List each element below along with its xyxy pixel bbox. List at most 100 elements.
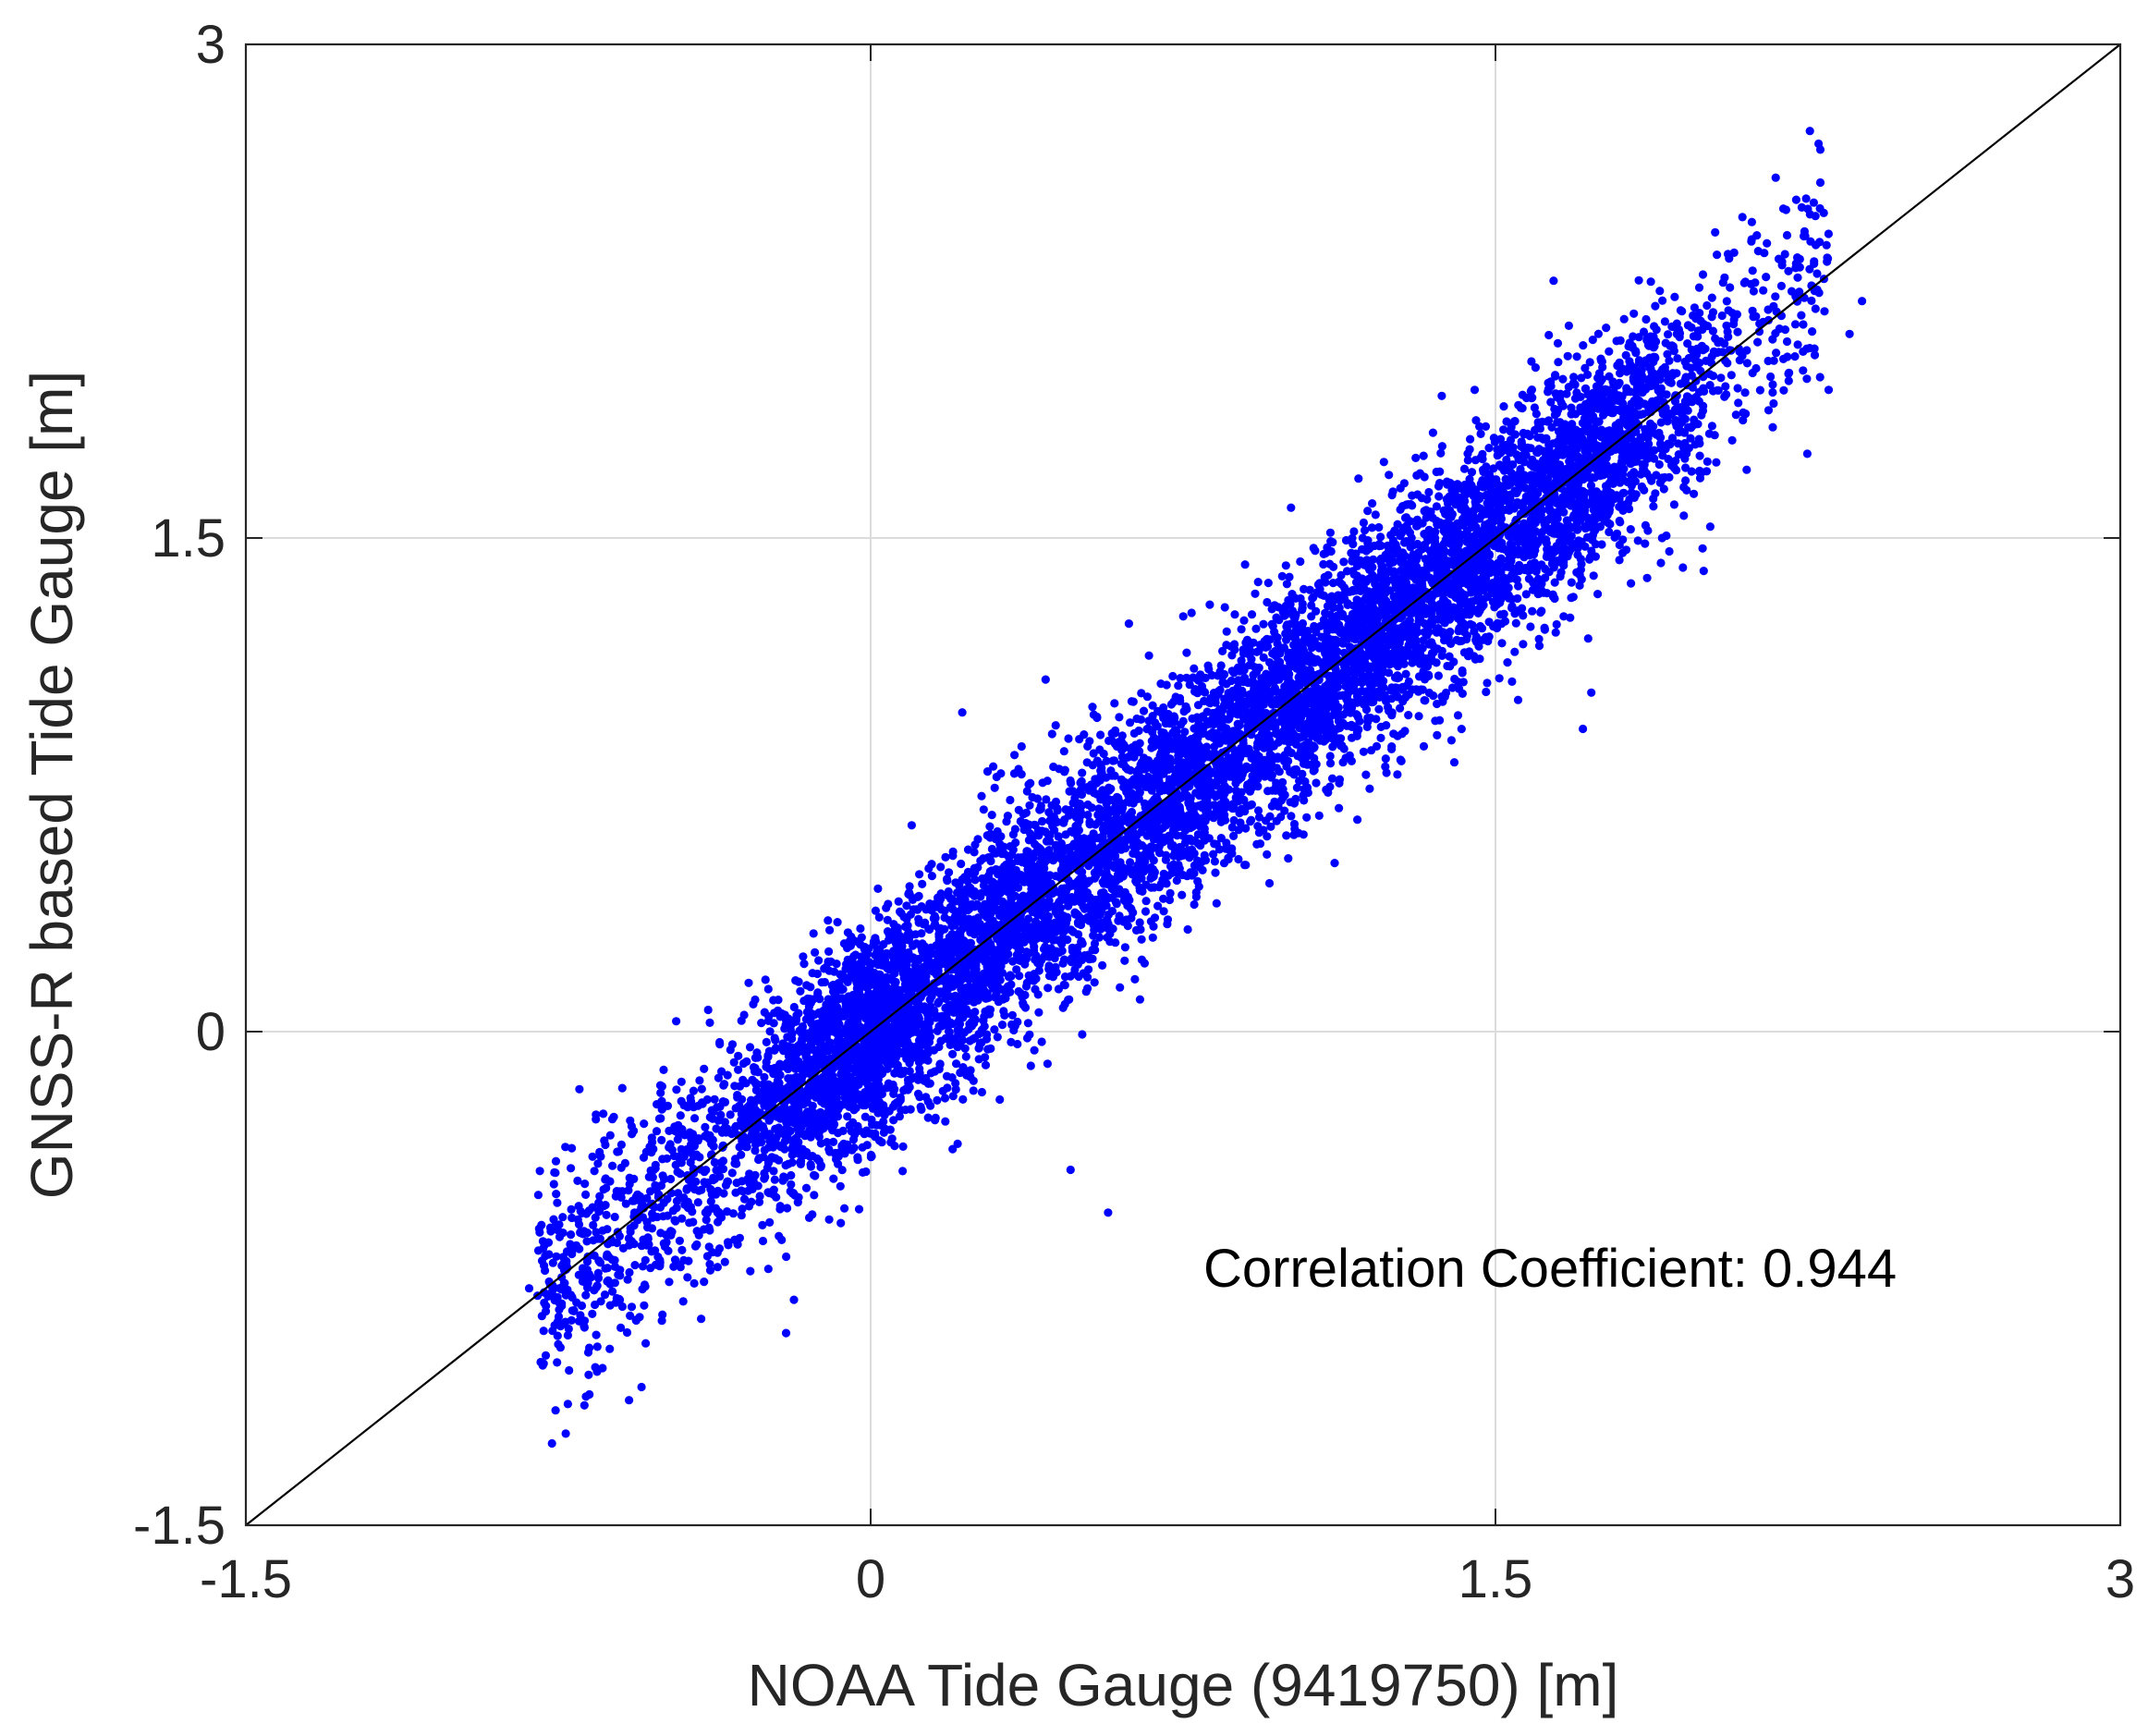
data-point [629,1126,639,1135]
data-point [1437,391,1446,400]
data-point [567,1204,576,1214]
data-point [1372,715,1381,724]
data-point [737,1211,746,1220]
data-point [1471,654,1480,664]
data-point [843,1112,852,1121]
data-point [610,1212,619,1222]
data-point [1010,751,1019,760]
data-point [1174,681,1183,691]
data-point [1296,556,1305,567]
data-point [981,1053,990,1062]
data-point [627,1302,637,1312]
data-point [889,1116,898,1125]
data-point [1252,742,1262,752]
data-point [1820,307,1829,316]
data-point [592,1342,602,1351]
data-point [697,1084,706,1094]
data-point [1799,366,1808,375]
data-point [1436,448,1446,458]
data-point [1694,283,1704,292]
data-point [982,767,993,776]
data-point [1446,736,1456,745]
data-point [1415,469,1424,478]
data-point [1361,526,1370,535]
data-point [1815,203,1825,214]
data-point [588,1309,597,1318]
data-point [1119,870,1129,879]
data-point [640,1119,649,1129]
data-point [1790,352,1800,361]
data-point [715,1040,725,1049]
data-point [953,1139,962,1148]
data-point [847,1127,856,1136]
data-point [981,1060,991,1070]
data-point [1495,460,1505,470]
data-point [1764,406,1774,415]
data-point [1117,759,1126,769]
data-point [1564,321,1573,330]
data-point [814,956,824,965]
data-point [1519,640,1528,649]
data-point [1022,787,1031,796]
data-point [1708,386,1718,396]
data-point [1776,281,1786,290]
data-point [1090,978,1099,987]
data-point [1755,385,1764,395]
data-point [1793,273,1802,282]
data-point [672,1085,681,1094]
data-point [1785,368,1794,377]
data-point [1336,570,1346,581]
data-point [1553,338,1563,348]
data-point [1504,593,1514,603]
data-point [1168,671,1178,681]
data-point [1577,373,1586,383]
data-point [1435,467,1445,476]
data-point [1466,434,1475,444]
data-point [1083,741,1092,752]
data-point [1082,758,1092,767]
data-point [683,1273,692,1282]
data-point [1477,624,1487,633]
data-point [749,999,758,1009]
data-point [1182,648,1191,657]
data-point [1312,778,1321,788]
data-point [1103,879,1112,889]
data-point [987,811,996,820]
data-point [1722,297,1731,306]
data-point [1567,578,1576,587]
data-point [940,1094,950,1103]
data-point [853,1155,862,1165]
data-point [1822,240,1831,250]
data-point [769,1019,778,1028]
data-point [601,1201,610,1210]
data-point [1034,1008,1043,1017]
data-point [1148,701,1157,710]
data-point [1166,888,1175,899]
data-point [1139,706,1149,715]
data-point [1434,671,1443,680]
data-point [1463,456,1472,465]
data-point [1707,422,1716,431]
data-point [1703,457,1712,466]
data-point [1359,747,1368,756]
data-point [1187,608,1196,617]
data-point [1642,375,1652,385]
data-point [614,1270,623,1279]
data-point [1690,303,1699,312]
data-point [941,852,950,862]
data-point [719,1189,728,1198]
data-point [824,1144,834,1154]
data-point [723,1070,732,1080]
data-point [693,1136,702,1145]
data-point [958,1094,968,1104]
data-point [1679,483,1689,492]
data-point [1382,721,1391,730]
data-point [589,1220,598,1229]
data-point [824,947,834,956]
data-point [1385,706,1394,715]
data-point [952,1059,961,1069]
data-point [567,1230,576,1240]
data-point [1807,296,1816,305]
data-point [1495,610,1506,619]
data-point [1679,511,1689,520]
